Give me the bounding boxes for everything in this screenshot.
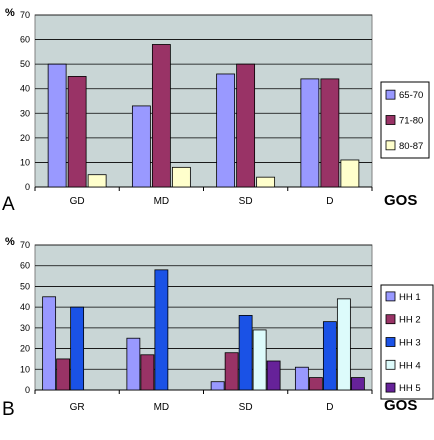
y-tick-label: 20 (20, 133, 30, 143)
y-tick-label: 50 (20, 59, 30, 69)
bar (216, 73, 236, 188)
legend-box (380, 284, 434, 400)
y-tick-label: 20 (20, 344, 30, 354)
bar (300, 78, 320, 188)
y-tick-label: 40 (20, 302, 30, 312)
legend-swatch (385, 314, 396, 325)
bar (210, 381, 225, 391)
bar (294, 366, 309, 391)
legend-swatch (385, 89, 396, 100)
bar (56, 358, 71, 391)
bar (140, 354, 155, 391)
bar (131, 105, 151, 188)
bar (256, 176, 276, 188)
x-axis-title: GOS (384, 397, 417, 414)
legend-swatch (385, 359, 396, 370)
legend-swatch (385, 115, 396, 125)
y-tick-label: 10 (20, 157, 30, 167)
bar (42, 296, 57, 391)
y-tick-label: 60 (20, 261, 30, 271)
panel-label: A (2, 194, 15, 215)
bar (154, 269, 169, 391)
x-category-label: GD (70, 196, 85, 207)
chart-a: 0 10 20 30 40 50 60 70 GD MD SD D% GOS A 65-70 71-80 80-… (2, 7, 430, 215)
y-tick-label: 30 (20, 323, 30, 333)
bar (320, 78, 340, 188)
legend-swatch (385, 337, 396, 347)
y-tick-label: 0 (25, 182, 30, 192)
x-category-label: SD (239, 402, 253, 413)
y-axis-title: % (5, 236, 15, 248)
y-axis-title: % (5, 7, 15, 19)
y-tick-label: 70 (20, 240, 30, 250)
x-category-label: MD (154, 196, 170, 207)
y-tick-label: 60 (20, 35, 30, 45)
bar (87, 174, 107, 188)
bar (151, 44, 171, 188)
legend-swatch (385, 382, 396, 393)
bar (308, 377, 323, 391)
legend-swatch (385, 291, 396, 302)
y-tick-label: 50 (20, 281, 30, 291)
y-tick-label: 0 (25, 385, 30, 395)
bar (67, 76, 87, 188)
bar (350, 377, 365, 391)
y-tick-label: 10 (20, 364, 30, 374)
bar (266, 360, 281, 391)
bar (70, 306, 85, 391)
legend-label: HH 2 (399, 315, 421, 326)
legend-label: HH 4 (399, 360, 421, 371)
legend-label: 65-70 (399, 90, 423, 101)
plot-area (34, 244, 373, 391)
legend-label: 80-87 (399, 141, 423, 152)
bar (224, 352, 239, 391)
legend-label: HH 1 (399, 292, 421, 303)
bar (171, 166, 191, 188)
x-category-label: SD (239, 196, 253, 207)
bar (252, 329, 267, 391)
x-axis-title: GOS (384, 192, 417, 209)
legend-label: HH 5 (399, 383, 421, 394)
y-tick-label: 30 (20, 108, 30, 118)
legend-label: HH 3 (399, 338, 421, 349)
bar (322, 321, 337, 391)
bar (47, 63, 67, 188)
bar (126, 337, 141, 391)
x-category-label: D (326, 196, 333, 207)
chart-b: 0 10 20 30 40 50 60 70 GR MD SD D% GOS B HH 1 HH 2 HH 3 H… (2, 236, 434, 420)
bar (336, 298, 351, 391)
x-category-label: MD (154, 402, 170, 413)
y-tick-label: 70 (20, 10, 30, 20)
y-tick-label: 40 (20, 84, 30, 94)
panel-label: B (2, 399, 15, 420)
bar (236, 63, 256, 188)
legend-label: 71-80 (399, 116, 423, 127)
x-category-label: D (326, 402, 333, 413)
legend-swatch (385, 140, 396, 151)
x-category-label: GR (70, 402, 85, 413)
bar (340, 159, 360, 188)
bar (238, 315, 253, 391)
